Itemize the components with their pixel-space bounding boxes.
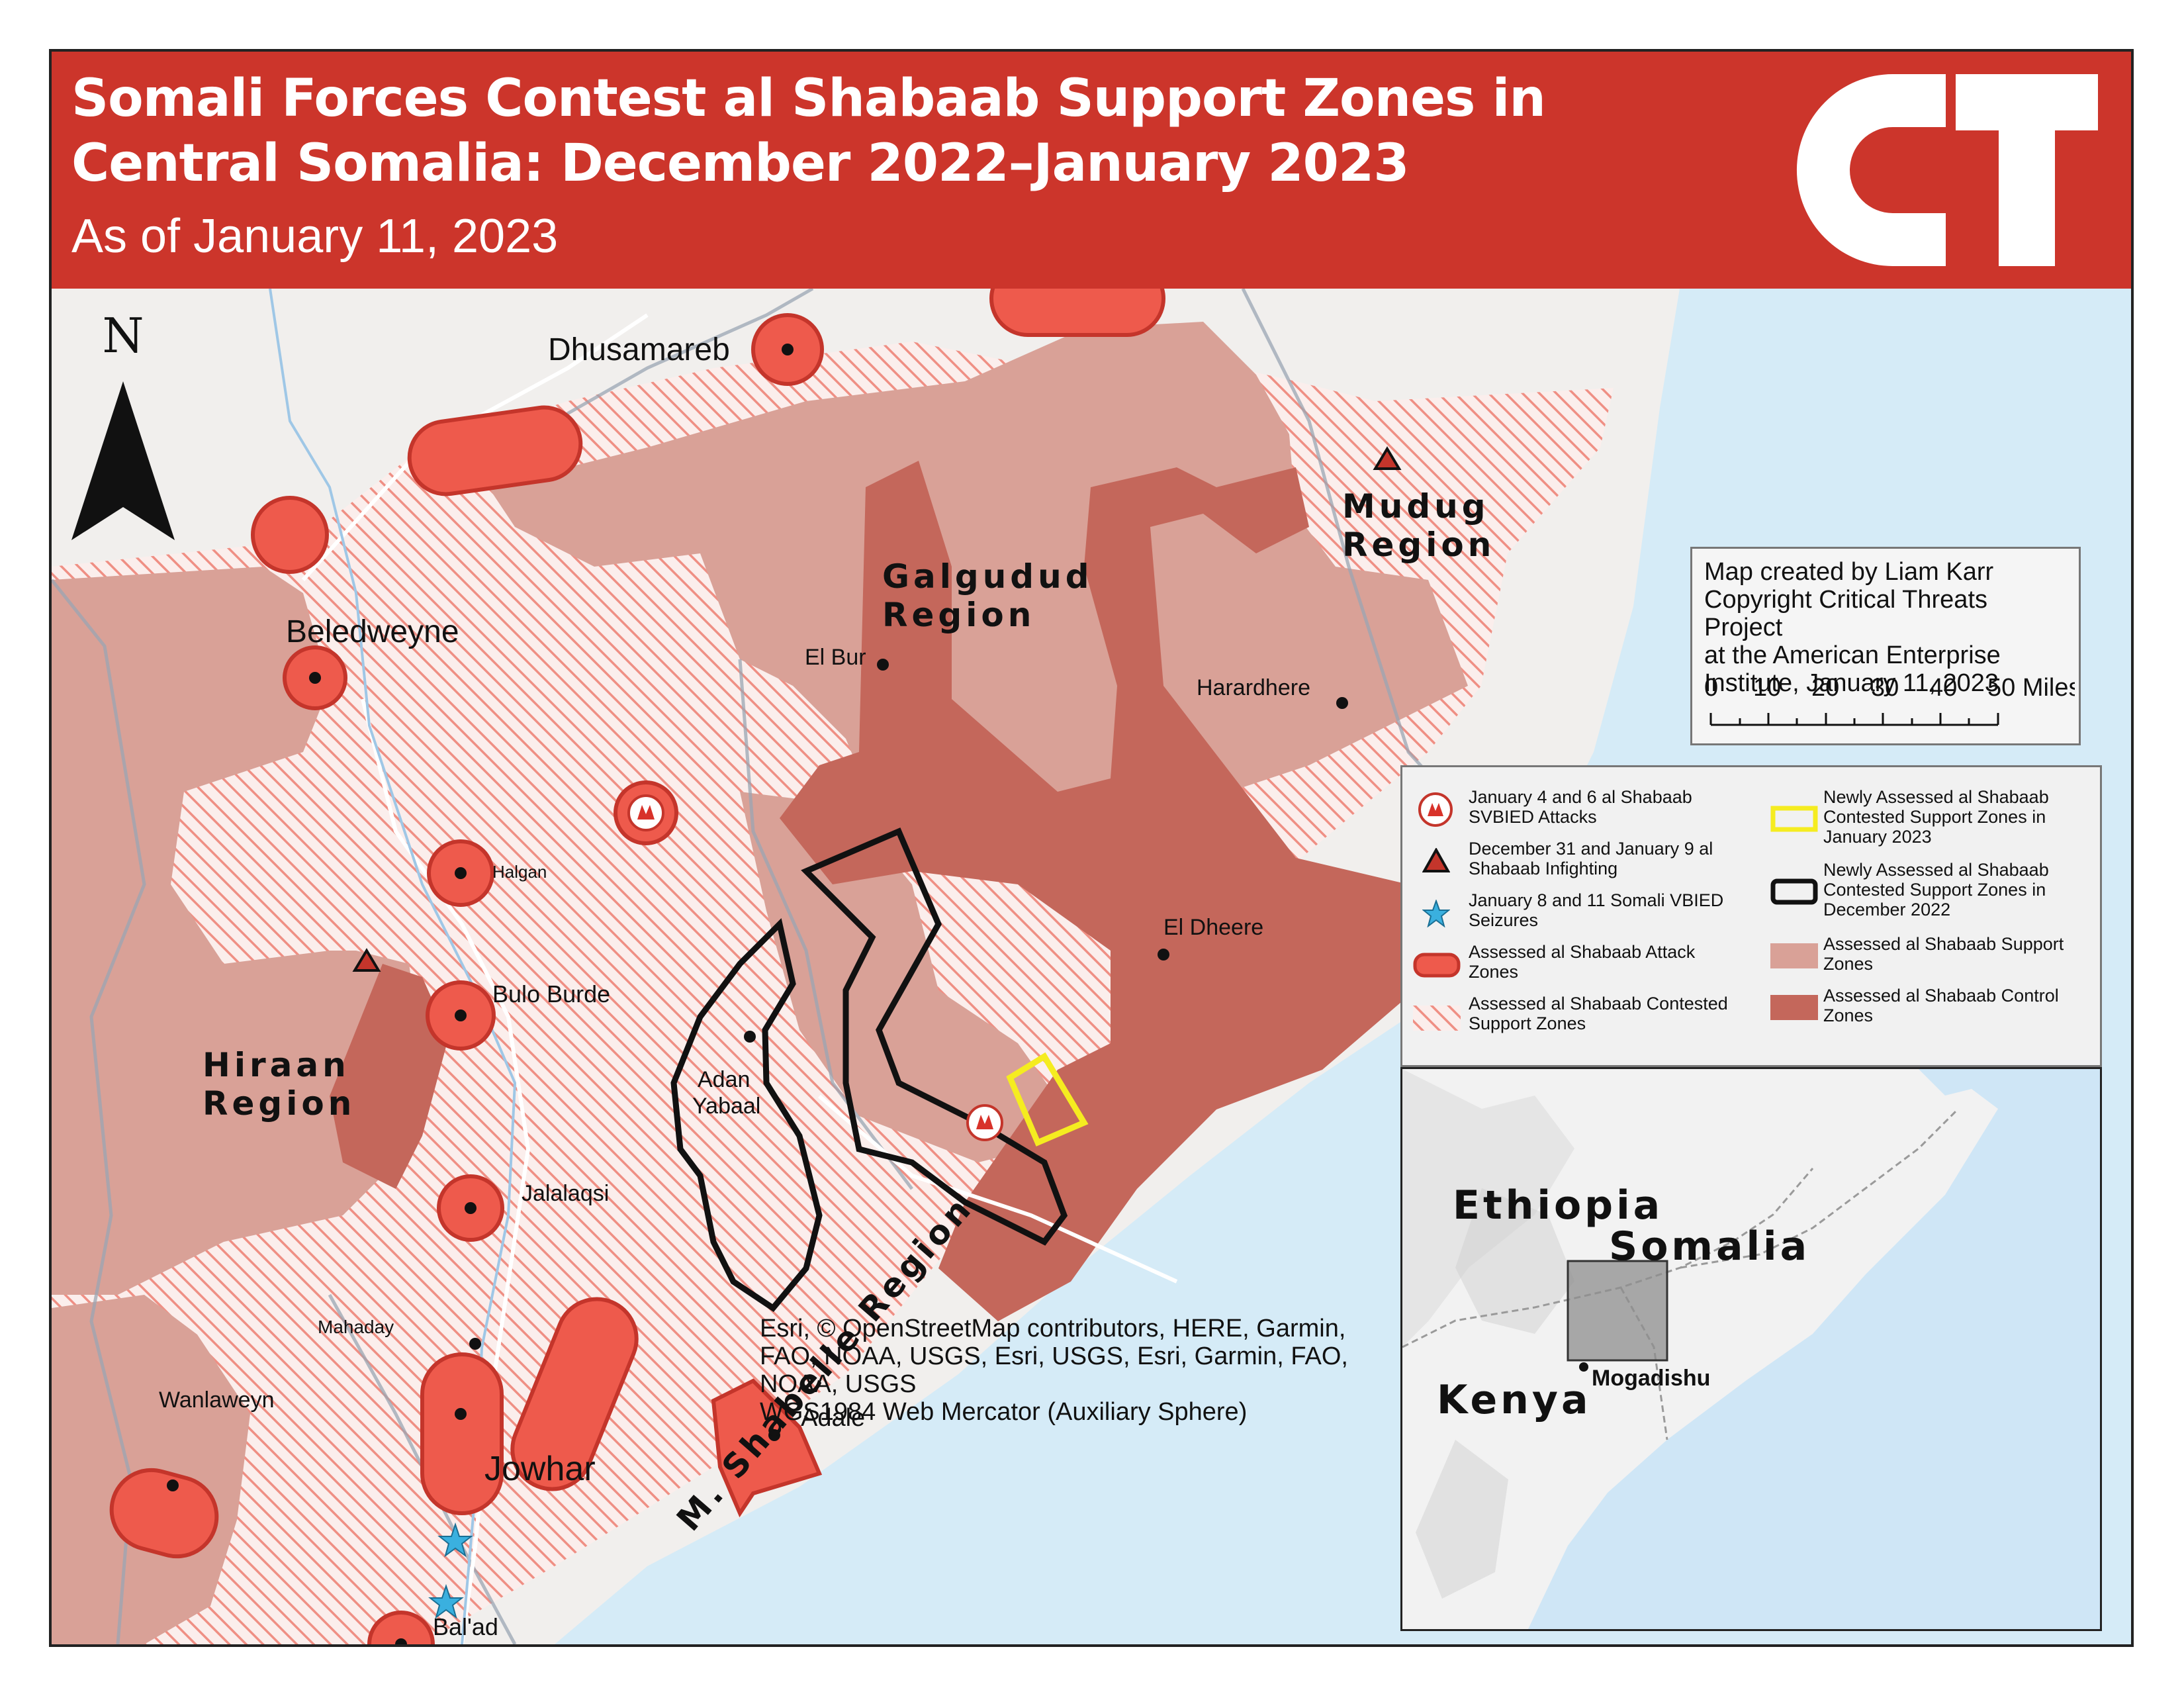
town-label-el-dheere: El Dheere	[1163, 915, 1263, 940]
inset-label-somalia: Somalia	[1609, 1223, 1810, 1270]
legend-item-infighting: December 31 and January 9 al Shabaab Inf…	[1469, 839, 1713, 878]
town-label-dhusamareb: Dhusamareb	[548, 332, 730, 367]
scale-tick-label: 0	[1704, 674, 1718, 702]
star-icon-1	[437, 1522, 473, 1558]
attribution-line: FAO, NOAA, USGS, Esri, USGS, Esri, Garmi…	[760, 1342, 1348, 1370]
support-zone-north	[488, 322, 1468, 831]
town-label-harardhere: Harardhere	[1197, 675, 1310, 700]
town-label-mahaday: Mahaday	[318, 1317, 394, 1337]
attribution-line: WGS1984 Web Mercator (Auxiliary Sphere)	[760, 1398, 1248, 1426]
header-banner: Somali Forces Contest al Shabaab Support…	[52, 52, 2131, 289]
legend-item-svbied: January 4 and 6 al Shabaab SVBIED Attack…	[1469, 787, 1692, 827]
svbied-icon-2	[966, 1104, 1003, 1141]
town-label-jalalaqsi: Jalalaqsi	[522, 1181, 609, 1206]
yellow-outline-swatch	[1770, 806, 1818, 832]
legend-item-attack-zones: Assessed al Shabaab Attack Zones	[1469, 942, 1696, 982]
map-title-line1: Somali Forces Contest al Shabaab Support…	[71, 69, 1546, 128]
newly-contested-january-zone	[1006, 1052, 1089, 1147]
inset-label-mogadishu: Mogadishu	[1592, 1366, 1710, 1391]
control-zone-hiraan	[330, 964, 449, 1189]
attribution-line: Esri, © OpenStreetMap contributors, HERE…	[760, 1315, 1346, 1342]
town-label-bulo-burde: Bulo Burde	[492, 980, 610, 1008]
credits-box: Map created by Liam Karr Copyright Criti…	[1690, 547, 2081, 745]
map-frame: Somali Forces Contest al Shabaab Support…	[49, 49, 2134, 1647]
newly-contested-december-zone-1	[670, 918, 823, 1312]
town-label-wanlaweyn: Wanlaweyn	[159, 1387, 274, 1413]
map-title-line2: Central Somalia: December 2022–January 2…	[71, 134, 1409, 193]
town-label-adan-yabaal-2: Yabaal	[692, 1094, 760, 1119]
scale-tick-label: 10	[1753, 674, 1781, 702]
infighting-triangle-icon-2	[352, 948, 381, 972]
legend-item-support-zones: Assessed al Shabaab Support Zones	[1823, 934, 2064, 974]
infighting-triangle-icon	[1422, 848, 1450, 872]
infighting-triangle-icon-1	[1373, 446, 1402, 470]
control-zone-cross	[780, 461, 1415, 1321]
credit-line: at the American Enterprise	[1704, 641, 2001, 669]
credit-line: Institute, January 11, 2023	[1704, 669, 1999, 697]
north-label: N	[103, 308, 144, 363]
inset-land	[1402, 1069, 1998, 1629]
map-subtitle: As of January 11, 2023	[71, 210, 559, 263]
inset-label-kenya: Kenya	[1437, 1377, 1591, 1423]
region-label-hiraan: Hiraan	[203, 1046, 350, 1084]
attack-zone-swatch	[1413, 953, 1461, 978]
support-swatch	[1770, 943, 1818, 968]
map-attribution: Esri, © OpenStreetMap contributors, HERE…	[760, 1315, 1375, 1426]
town-label-jowhar: Jowhar	[484, 1450, 596, 1488]
support-zone-hiraan	[52, 567, 422, 1295]
region-label-galgudud-2: Region	[882, 596, 1035, 634]
region-label-mudug: Mudug	[1342, 487, 1490, 526]
star-icon	[1422, 900, 1450, 927]
north-arrow-icon	[71, 381, 175, 540]
attribution-line: NOAA, USGS	[760, 1370, 917, 1398]
region-label-hiraan-2: Region	[203, 1084, 355, 1123]
legend-item-vbied-seizures: January 8 and 11 Somali VBIED Seizures	[1469, 890, 1724, 930]
ct-logo	[1796, 73, 2098, 266]
newly-contested-december-zone-2	[801, 827, 1068, 1246]
town-label-adan-yabaal: Adan	[698, 1067, 750, 1092]
credit-line: Map created by Liam Karr	[1704, 558, 1994, 586]
legend: January 4 and 6 al Shabaab SVBIED Attack…	[1400, 765, 2102, 1067]
locator-inset-map: Ethiopia Somalia Kenya Mogadishu	[1400, 1067, 2102, 1631]
inset-map-graphic: Ethiopia Somalia Kenya Mogadishu	[1402, 1069, 1998, 1629]
star-icon-2	[428, 1583, 464, 1619]
svbied-icon-1	[614, 780, 678, 845]
inset-study-area	[1567, 1260, 1668, 1362]
town-label-beledweyne: Beledweyne	[286, 614, 459, 649]
scale-bar: 0 10 20 30 40 50 Miles	[1704, 672, 2075, 738]
scale-tick-label: 20	[1811, 674, 1839, 702]
svbied-icon	[1418, 792, 1453, 827]
town-label-adale: Adale	[801, 1404, 865, 1432]
contested-hatch-swatch	[1413, 1006, 1461, 1031]
legend-item-contested-support: Assessed al Shabaab Contested Support Zo…	[1469, 994, 1728, 1033]
black-outline-swatch	[1770, 878, 1818, 905]
region-label-galgudud: Galgudud	[882, 557, 1093, 596]
inset-label-ethiopia: Ethiopia	[1453, 1182, 1663, 1229]
scale-tick-label: 50 Miles	[1987, 674, 2075, 702]
control-swatch	[1770, 995, 1818, 1020]
region-label-mudug-2: Region	[1342, 526, 1495, 564]
town-dots	[167, 344, 1348, 1644]
town-label-halgan: Halgan	[492, 862, 547, 882]
scale-tick-label: 40	[1929, 674, 1957, 702]
town-label-balad: Bal'ad	[433, 1613, 498, 1640]
scale-bar-line	[1709, 713, 1999, 726]
town-label-el-bur: El Bur	[805, 645, 866, 670]
legend-item-control-zones: Assessed al Shabaab Control Zones	[1823, 986, 2059, 1025]
scale-tick-label: 30	[1871, 674, 1899, 702]
legend-item-new-january: Newly Assessed al Shabaab Contested Supp…	[1823, 787, 2049, 847]
legend-item-new-december: Newly Assessed al Shabaab Contested Supp…	[1823, 860, 2049, 919]
credit-line: Copyright Critical Threats Project	[1704, 586, 1988, 641]
